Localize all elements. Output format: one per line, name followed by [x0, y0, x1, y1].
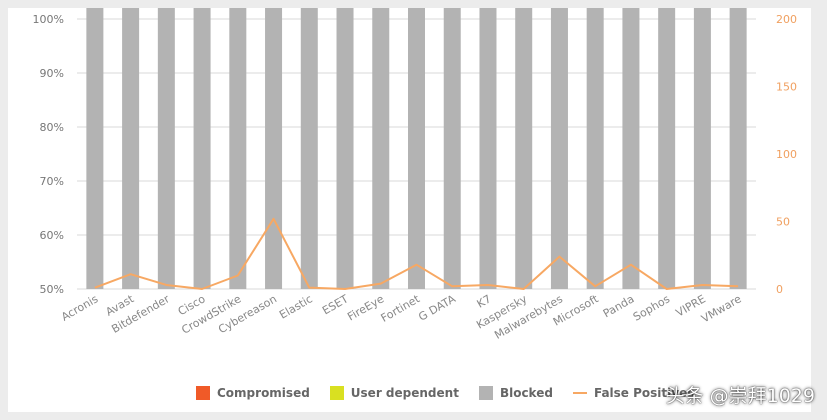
- y2-tick-label: 200: [776, 13, 797, 26]
- bar-blocked: [193, 8, 211, 290]
- y2-tick-label: 150: [776, 81, 797, 94]
- x-tick-label: VMware: [699, 292, 744, 325]
- x-tick-label: K7: [475, 292, 494, 310]
- bar-blocked: [122, 8, 140, 290]
- bar-blocked: [515, 8, 533, 289]
- bar-blocked: [372, 8, 390, 289]
- legend-swatch-blocked: [478, 386, 493, 400]
- y2-tick-label: 0: [776, 283, 783, 296]
- x-tick-label: Elastic: [277, 292, 315, 321]
- x-tick-label: Panda: [601, 292, 637, 320]
- legend-label-false-positives: False Positives: [593, 386, 695, 400]
- x-tick-label: G DATA: [416, 292, 458, 324]
- x-tick-label: Fortinet: [379, 292, 423, 325]
- x-tick-label: Acronis: [59, 292, 101, 323]
- bar-blocked: [729, 8, 747, 289]
- chart-legend: Compromised User dependent Blocked False…: [196, 386, 714, 400]
- bar-blocked: [622, 8, 640, 290]
- legend-swatch-user-dependent: [329, 386, 344, 400]
- line-false-positives: [94, 217, 739, 290]
- legend-label-blocked: Blocked: [499, 386, 553, 400]
- y-tick-label: 60%: [40, 229, 64, 242]
- bar-blocked: [693, 8, 711, 290]
- bar-blocked: [408, 8, 425, 289]
- bar-blocked: [300, 8, 318, 289]
- bar-blocked: [86, 8, 104, 290]
- y-tick-label: 80%: [40, 121, 64, 134]
- chart-card: 50% 60% 70% 80% 90% 100% 0 50 100 150 200 Acronis Av…: [8, 8, 811, 412]
- x-tick-label: FireEye: [345, 292, 386, 323]
- legend-item-user-dependent[interactable]: User dependent: [329, 386, 459, 400]
- bar-blocked: [229, 8, 247, 289]
- y-tick-label: 50%: [40, 283, 64, 296]
- legend-label-user-dependent: User dependent: [350, 386, 459, 400]
- legend-swatch-compromised: [196, 386, 210, 400]
- y-tick-label: 70%: [40, 175, 64, 188]
- y2-tick-label: 50: [776, 216, 790, 229]
- bar-blocked: [336, 8, 354, 290]
- legend-item-false-positives[interactable]: False Positives: [572, 386, 695, 400]
- legend-item-blocked[interactable]: Blocked: [478, 386, 553, 400]
- legend-swatch-false-positives: [572, 392, 587, 394]
- bar-blocked: [550, 8, 568, 289]
- bar-blocked: [265, 8, 283, 289]
- bar-blocked: [658, 8, 676, 289]
- legend-label-compromised: Compromised: [217, 386, 310, 400]
- x-tick-label: Sophos: [631, 292, 672, 323]
- bar-blocked: [443, 8, 461, 289]
- bar-blocked: [586, 8, 604, 289]
- y-tick-label: 90%: [40, 67, 64, 80]
- y2-tick-label: 100: [776, 148, 797, 161]
- bar-blocked: [157, 8, 175, 289]
- watermark: 头条 @崇拜1029: [665, 385, 815, 407]
- legend-item-compromised[interactable]: Compromised: [196, 386, 310, 400]
- y-tick-label: 100%: [33, 13, 64, 26]
- bar-blocked: [479, 8, 497, 289]
